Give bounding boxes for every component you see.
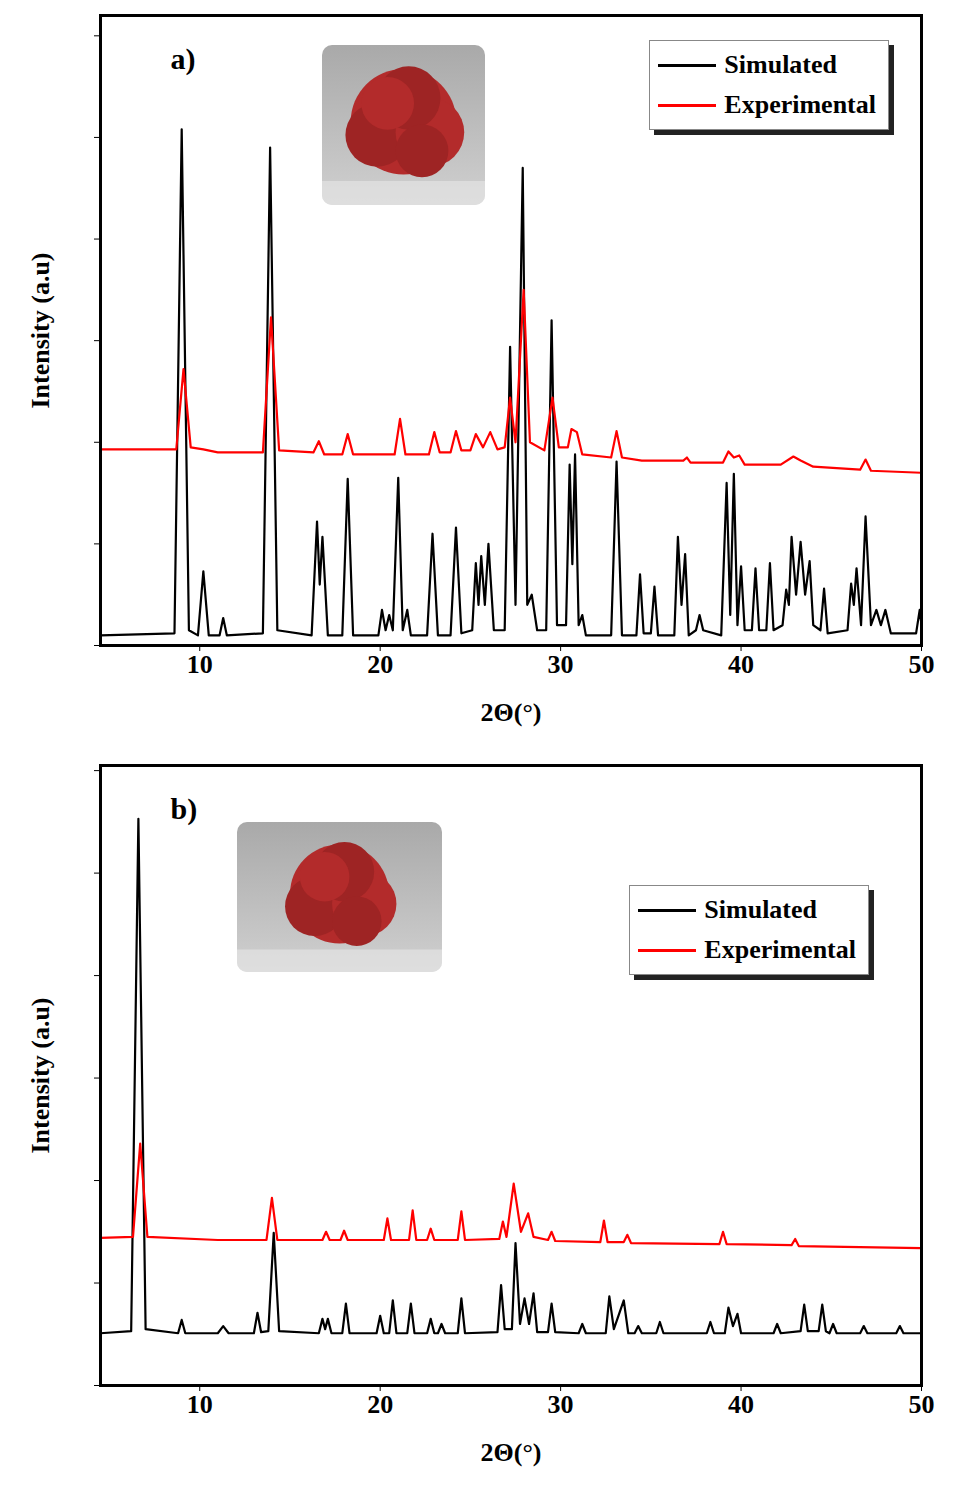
html-text:Simulated: Simulated	[724, 50, 837, 79]
svg-text:2Θ(°): 2Θ(°)	[481, 1438, 542, 1467]
svg-text:10: 10	[187, 1390, 213, 1419]
svg-text:20: 20	[367, 1390, 393, 1419]
svg-text:Intensity (a.u): Intensity (a.u)	[26, 252, 55, 408]
svg-text:30: 30	[548, 1390, 574, 1419]
html-text:Simulated: Simulated	[704, 895, 817, 924]
svg-text:Intensity (a.u): Intensity (a.u)	[26, 997, 55, 1153]
svg-text:20: 20	[367, 650, 393, 679]
html-text:Experimental: Experimental	[724, 90, 876, 119]
svg-text:50: 50	[909, 1390, 935, 1419]
svg-text:a): a)	[171, 42, 196, 76]
html-text:Experimental: Experimental	[704, 935, 856, 964]
svg-text:50: 50	[909, 650, 935, 679]
svg-text:b): b)	[171, 792, 198, 826]
svg-text:40: 40	[728, 1390, 754, 1419]
svg-text:40: 40	[728, 650, 754, 679]
svg-text:30: 30	[548, 650, 574, 679]
svg-text:10: 10	[187, 650, 213, 679]
svg-text:2Θ(°): 2Θ(°)	[481, 698, 542, 727]
